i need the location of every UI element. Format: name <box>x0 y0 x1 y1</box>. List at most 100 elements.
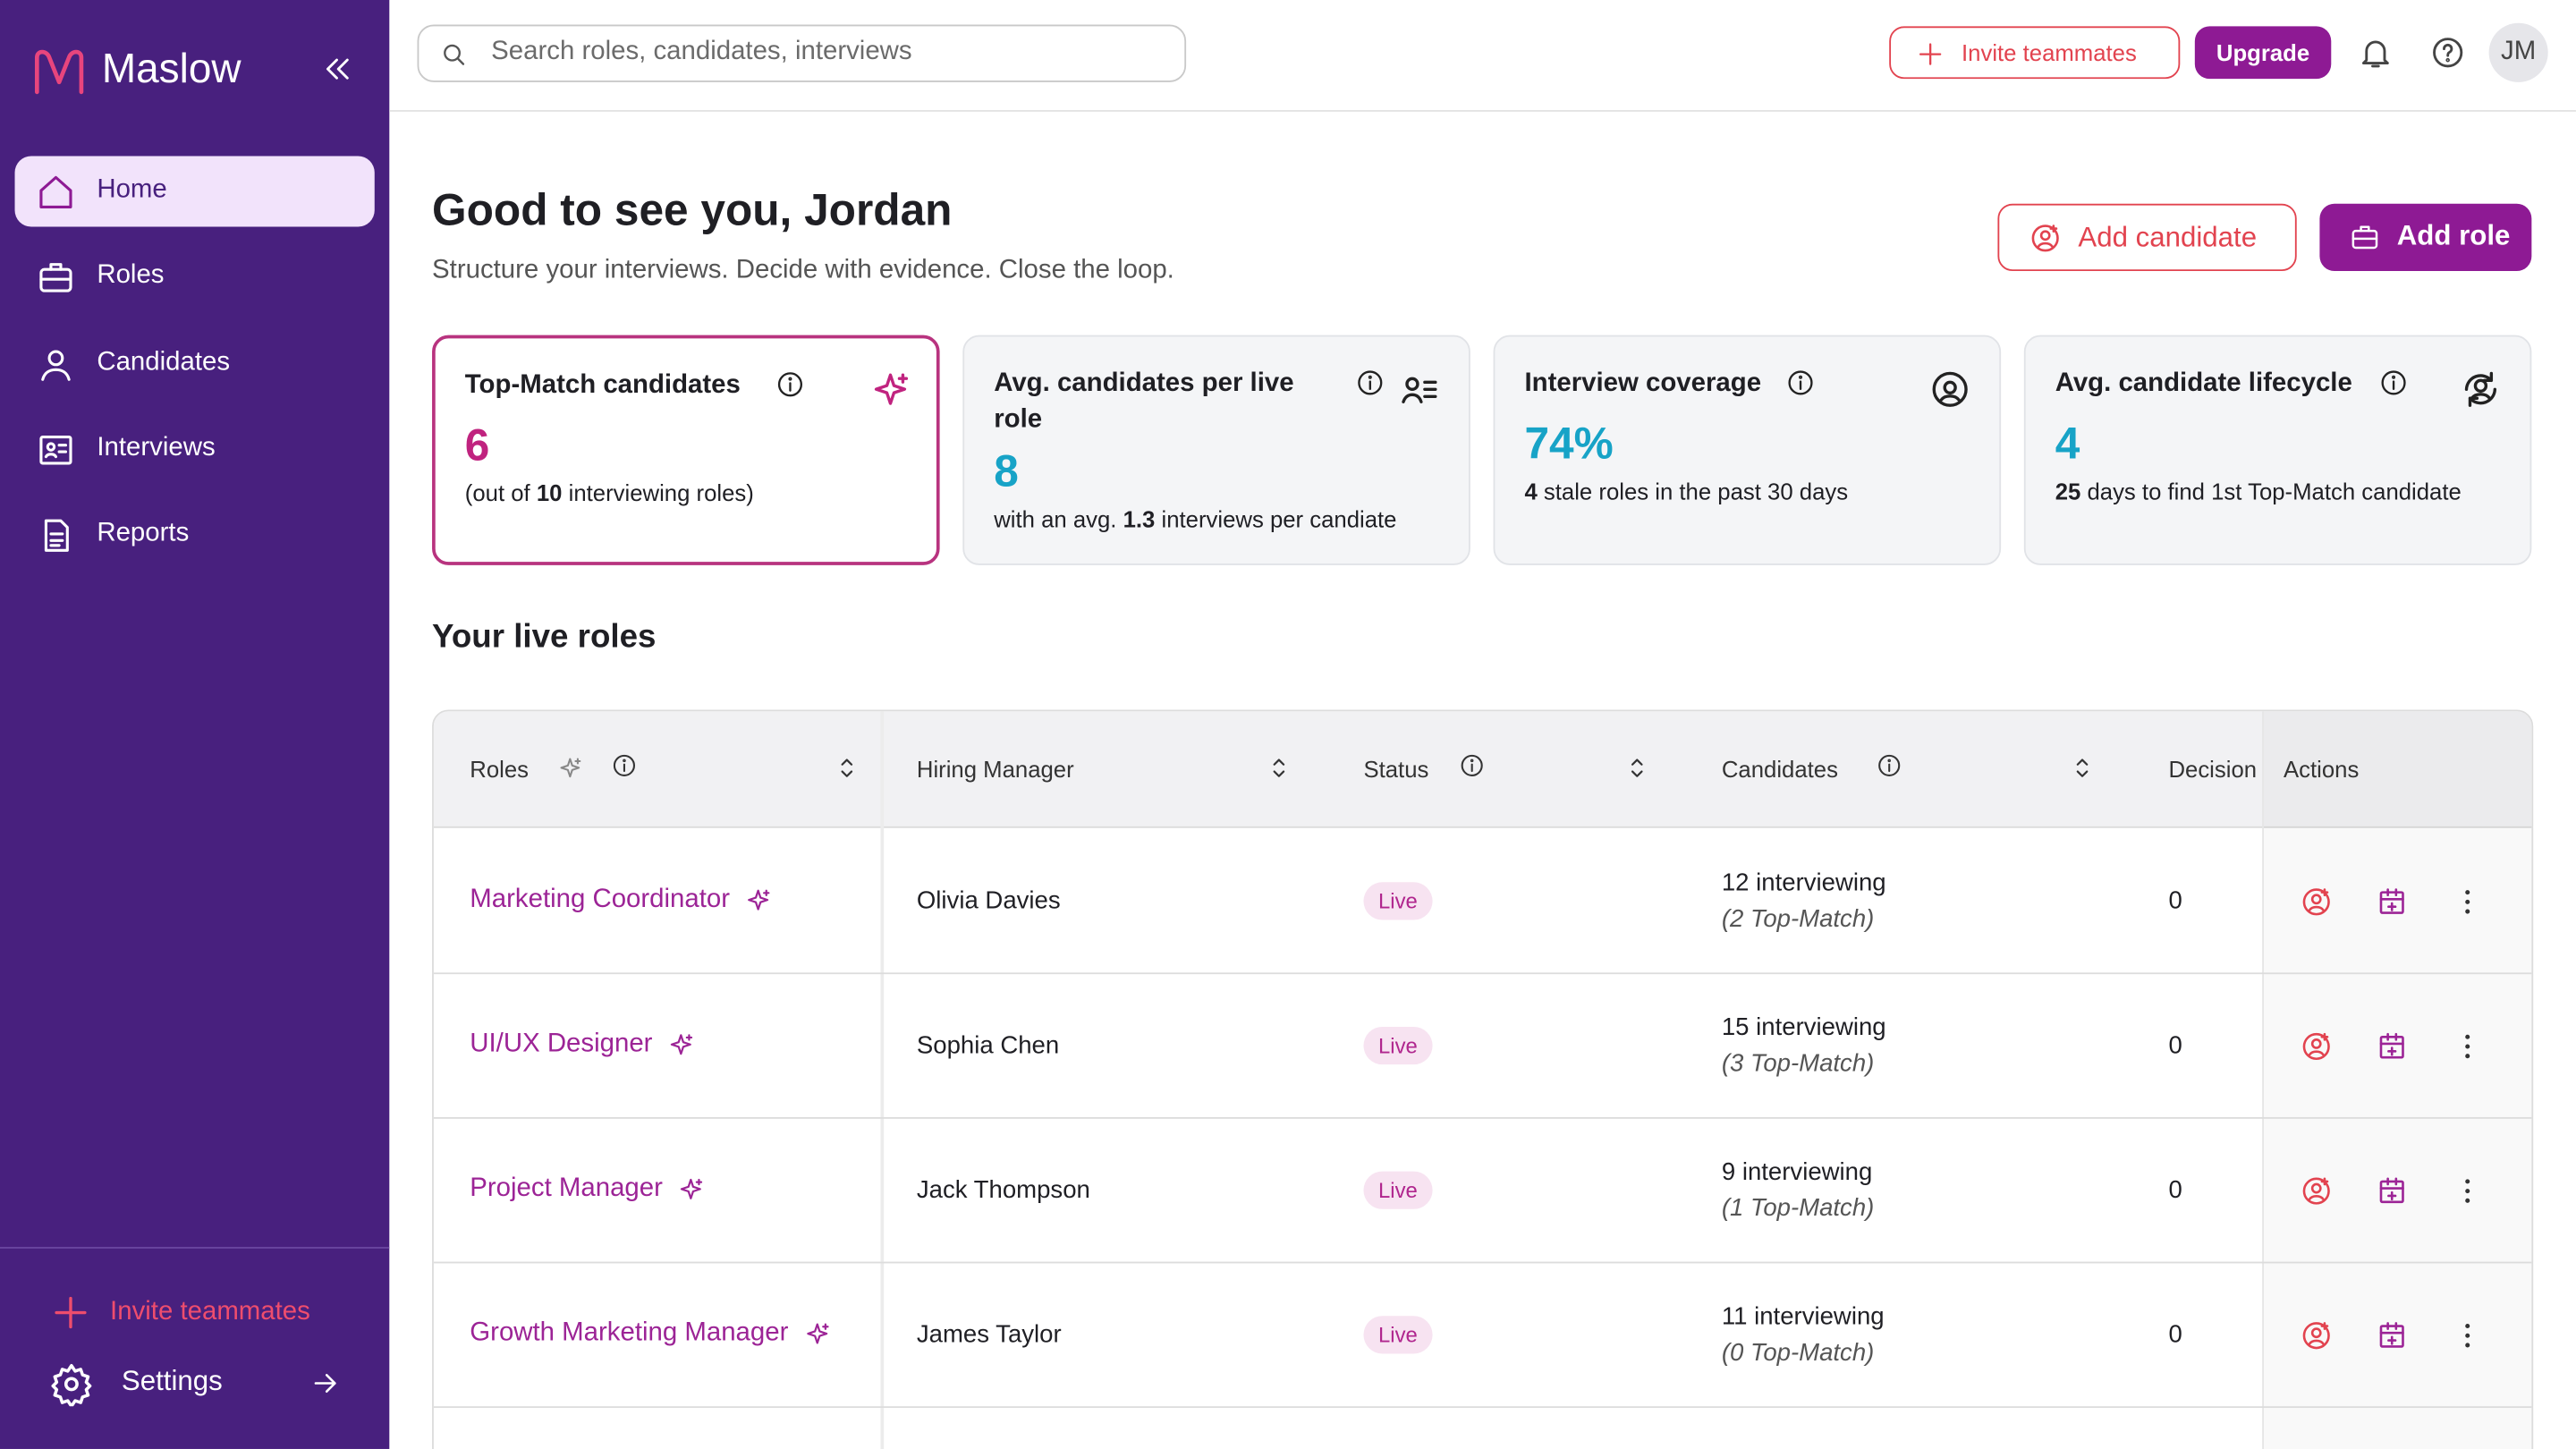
status-badge: Live <box>1363 1026 1433 1065</box>
add-candidate-action-part <box>2302 1177 2330 1205</box>
role-link[interactable]: Growth Marketing Manager <box>470 1318 789 1348</box>
card-icon-part <box>874 373 909 405</box>
add-candidate-action-part <box>2308 1032 2329 1056</box>
page-title: Good to see you, Jordan <box>432 185 953 235</box>
sidebar-invite[interactable]: Invite teammates <box>49 1292 361 1335</box>
info-icon[interactable] <box>1785 368 1815 397</box>
add-role-button[interactable]: Add role <box>2319 203 2532 272</box>
help-icon-part <box>2445 57 2450 63</box>
role-link[interactable]: UI/UX Designer <box>470 1030 653 1058</box>
more-action[interactable] <box>2451 1030 2484 1063</box>
stat-card: Top-Match candidates 6 (out of 10 intervie… <box>432 335 940 565</box>
schedule-action-part <box>2379 1180 2404 1204</box>
info-icon-part <box>1368 375 1372 379</box>
spark-icon <box>677 1176 705 1204</box>
card-icon-part <box>874 373 907 405</box>
info-icon-part <box>1358 370 1383 395</box>
column-header[interactable]: Hiring Manager <box>916 755 1074 783</box>
help-icon-part <box>2443 43 2453 57</box>
sort-icon[interactable] <box>2068 754 2096 782</box>
settings[interactable]: Settings <box>49 1360 361 1408</box>
invite-button[interactable]: Invite teammates <box>1889 26 2181 80</box>
role-link[interactable]: Project Manager <box>470 1174 663 1203</box>
note-after: days to find 1st Top-Match candidate <box>2080 478 2462 504</box>
note-after: interviewing roles) <box>562 479 754 506</box>
info-icon[interactable] <box>2379 368 2409 397</box>
card-value: 4 <box>2055 419 2080 469</box>
nav-label: Candidates <box>97 347 231 376</box>
stat-card: Avg. candidates per live role 8 with an av… <box>962 335 1470 565</box>
more-action[interactable] <box>2451 1319 2484 1352</box>
add-candidate-button[interactable]: Add candidate <box>1997 203 2297 272</box>
nav-icon-part <box>39 175 72 208</box>
schedule-action[interactable] <box>2376 1030 2409 1063</box>
sort-icon-part <box>841 758 853 777</box>
nav-item[interactable]: Candidates <box>15 328 375 399</box>
collapse-button-part <box>326 58 349 80</box>
spark-icon <box>744 887 772 915</box>
spark-icon-part <box>763 889 770 897</box>
sort-icon[interactable] <box>833 754 860 782</box>
gear-icon-part <box>51 1364 92 1408</box>
info-icon[interactable] <box>775 369 805 399</box>
nav-item[interactable]: Home <box>14 156 375 227</box>
card-icon-part <box>897 373 909 384</box>
nav-label: Home <box>97 175 167 204</box>
add-candidate-action-part <box>2302 1032 2330 1061</box>
info-icon-part <box>1358 370 1383 395</box>
actions-column <box>2262 711 2531 1449</box>
add-candidate-action-part <box>2310 894 2322 905</box>
column-header[interactable]: Status <box>1363 755 1429 783</box>
add-candidate-action-part <box>2308 888 2329 911</box>
add-candidate-action[interactable] <box>2300 1030 2333 1063</box>
roles-table: Roles Hiring Manager Status Candidates Decis… <box>432 709 2534 1449</box>
collapse-button[interactable] <box>318 51 354 87</box>
spark-icon-part <box>695 1178 703 1186</box>
help-icon[interactable] <box>2429 35 2465 71</box>
spark-icon-part <box>807 1323 828 1344</box>
role-link[interactable]: Marketing Coordinator <box>470 885 731 914</box>
schedule-action[interactable] <box>2376 1174 2409 1208</box>
spark-icon-part <box>685 1034 693 1041</box>
upgrade-button[interactable]: Upgrade <box>2194 26 2332 80</box>
info-icon[interactable] <box>1877 752 1902 778</box>
page-subtitle: Structure your interviews. Decide with e… <box>432 256 1174 284</box>
more-action[interactable] <box>2451 886 2484 919</box>
info-icon-part <box>1461 754 1483 776</box>
column-header[interactable]: Candidates <box>1721 755 1838 783</box>
table-row: Marketing Coordinator Olivia Davies Live 12… <box>433 830 2532 975</box>
gear-icon <box>49 1362 94 1408</box>
column-header[interactable]: Roles <box>470 755 530 783</box>
info-icon[interactable] <box>1355 368 1385 397</box>
card-value: 6 <box>464 420 490 470</box>
add-candidate-action[interactable] <box>2300 1174 2333 1208</box>
info-icon[interactable] <box>1459 752 1485 778</box>
info-icon-part <box>1470 758 1474 763</box>
decision-count: 0 <box>2168 1320 2182 1349</box>
search-box[interactable]: Search roles, candidates, interviews <box>417 24 1187 82</box>
candidates-count: 11 interviewing <box>1721 1302 1885 1331</box>
nav-icon-part <box>44 520 69 553</box>
add-candidate-action[interactable] <box>2300 1319 2333 1352</box>
nav-item[interactable]: Roles <box>15 242 375 313</box>
add-candidate-action-part <box>2302 1032 2330 1061</box>
bell-icon[interactable] <box>2358 35 2394 71</box>
sort-icon[interactable] <box>1265 754 1292 782</box>
more-action[interactable] <box>2451 1174 2484 1208</box>
nav-icon <box>36 173 75 212</box>
nav-item[interactable]: Interviews <box>15 414 375 485</box>
logo-mark <box>30 43 89 102</box>
nav-item[interactable]: Reports <box>15 500 375 571</box>
schedule-action[interactable] <box>2376 1319 2409 1352</box>
spark-icon-part <box>748 889 769 911</box>
schedule-action[interactable] <box>2376 886 2409 919</box>
sort-icon[interactable] <box>1623 754 1651 782</box>
card-icon-part <box>1932 371 1968 407</box>
sort-icon-part <box>1631 758 1643 777</box>
avatar[interactable]: JM <box>2488 22 2548 82</box>
info-icon[interactable] <box>611 752 637 778</box>
sort-icon-part <box>1631 758 1643 777</box>
more-action-part <box>2465 890 2470 914</box>
add-candidate-action[interactable] <box>2300 886 2333 919</box>
more-action-part <box>2465 1034 2470 1059</box>
